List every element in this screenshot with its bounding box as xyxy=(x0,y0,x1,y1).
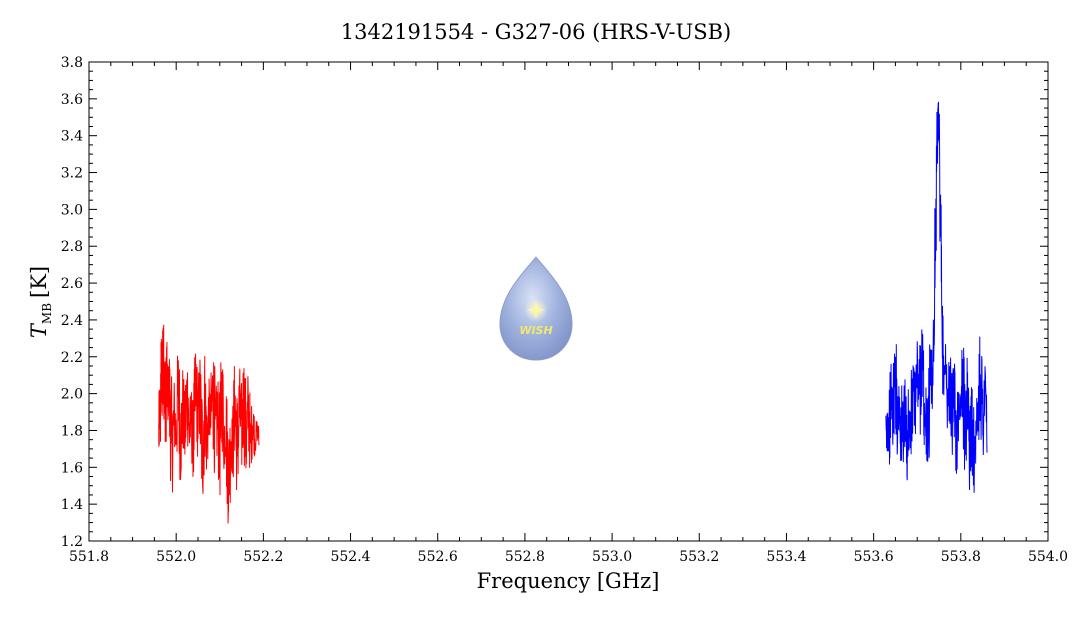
x-tick-label: 554.0 xyxy=(1028,549,1068,565)
y-axis-label-main: T xyxy=(27,322,51,338)
x-tick-label: 551.8 xyxy=(69,549,109,565)
y-axis-ticks xyxy=(89,61,1048,542)
x-tick-label: 553.2 xyxy=(679,549,719,565)
x-tick-label: 552.2 xyxy=(243,549,283,565)
y-tick-label: 1.2 xyxy=(61,534,83,550)
y-axis-label: TMB [K] xyxy=(27,266,54,338)
x-tick-label: 552.6 xyxy=(418,549,458,565)
y-tick-label: 2.8 xyxy=(61,239,83,255)
x-tick-label: 552.4 xyxy=(330,549,370,565)
y-tick-label: 1.6 xyxy=(61,460,83,476)
wish-logo-text: WISH xyxy=(519,324,552,337)
svg-text:TMB[K]: TMB [K] xyxy=(27,266,54,338)
x-tick-label: 553.6 xyxy=(854,549,894,565)
y-tick-label: 3.0 xyxy=(61,202,83,218)
y-axis-label-unit: [K] xyxy=(27,266,51,298)
spectrum-series-line xyxy=(158,324,260,524)
series-group xyxy=(158,101,988,524)
spectrum-series-line xyxy=(885,101,988,493)
x-axis-label: Frequency [GHz] xyxy=(477,569,660,593)
wish-logo: WISH xyxy=(499,256,573,361)
y-tick-label: 2.6 xyxy=(61,276,83,292)
y-tick-label: 2.0 xyxy=(61,387,83,403)
y-tick-label: 3.2 xyxy=(61,166,83,182)
y-axis-label-sub: MB xyxy=(40,303,54,324)
x-tick-label: 552.8 xyxy=(505,549,545,565)
x-axis-ticks xyxy=(88,62,1049,541)
y-tick-label: 3.8 xyxy=(61,55,83,71)
y-tick-label: 3.4 xyxy=(61,129,83,145)
y-tick-label: 3.6 xyxy=(61,92,83,108)
x-tick-label: 553.4 xyxy=(766,549,806,565)
x-tick-label: 552.0 xyxy=(156,549,196,565)
x-axis-tick-labels: 551.8 552.0 552.2 552.4 552.6 552.8 553.0 553.2… xyxy=(69,549,1068,565)
y-tick-label: 1.8 xyxy=(61,423,83,439)
chart-title: 1342191554 - G327-06 (HRS-V-USB) xyxy=(341,20,732,44)
y-tick-label: 2.4 xyxy=(61,313,83,329)
y-tick-label: 2.2 xyxy=(61,350,83,366)
y-axis-tick-labels: 1.2 1.4 1.6 1.8 2.0 2.2 2.4 2.6 2.8 3.0 3.2 3.4 3.6 3… xyxy=(61,55,83,550)
x-tick-label: 553.8 xyxy=(941,549,981,565)
y-tick-label: 1.4 xyxy=(61,497,83,513)
x-tick-label: 553.0 xyxy=(592,549,632,565)
wish-star-icon xyxy=(527,301,545,319)
